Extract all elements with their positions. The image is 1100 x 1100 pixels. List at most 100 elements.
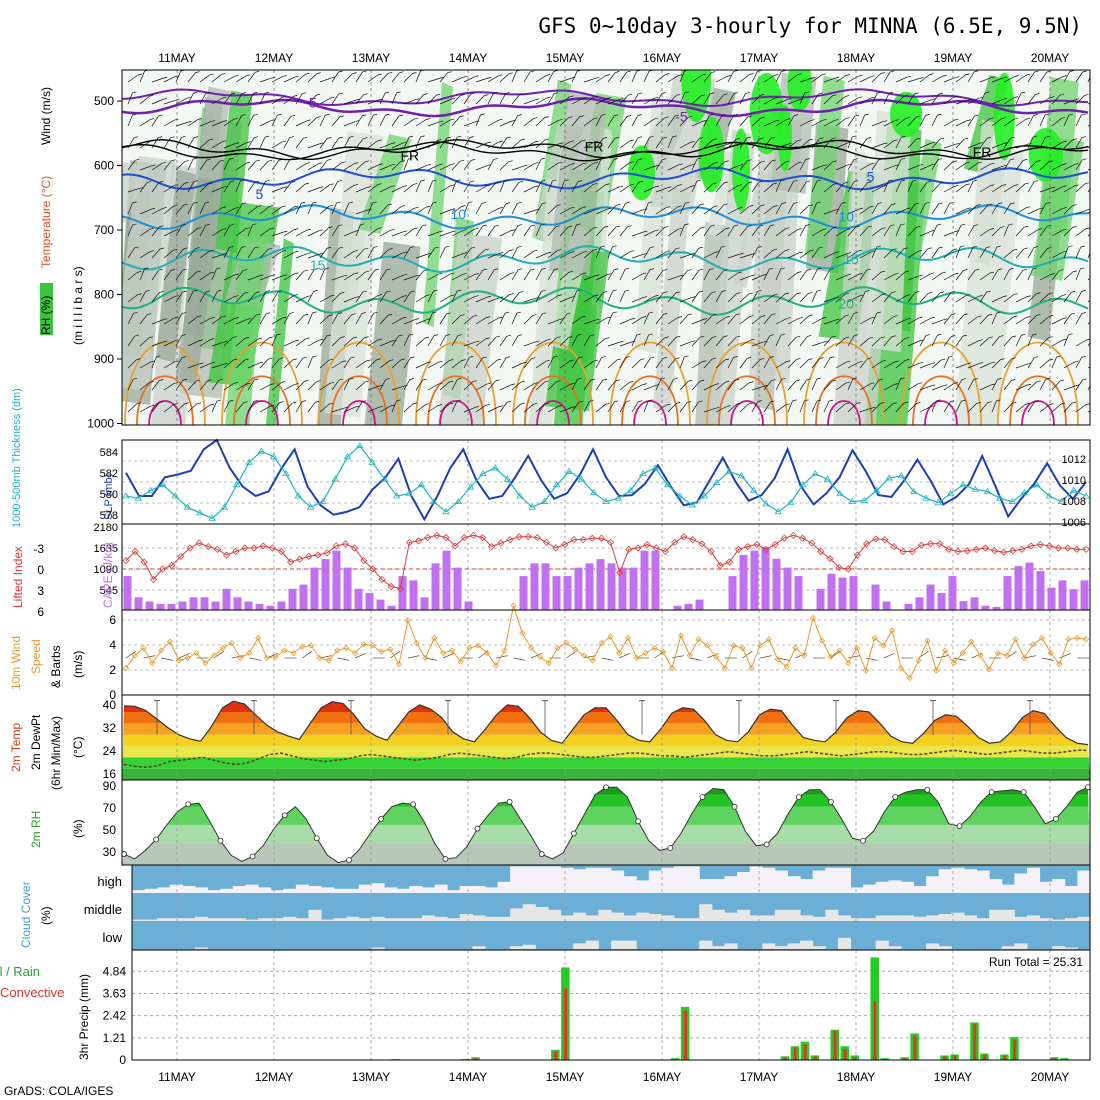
wind-barb <box>967 115 975 127</box>
wind-barb-flag <box>329 204 334 207</box>
thickness-marker <box>897 472 906 479</box>
wind-barb <box>547 180 553 193</box>
thickness-marker <box>873 486 881 493</box>
cape-tick: 545 <box>100 585 118 597</box>
wind-barb-flag <box>474 273 479 275</box>
cloud-gap <box>989 879 1003 893</box>
wind-barb-flag <box>864 113 869 116</box>
wind-barb-flag <box>698 246 703 249</box>
wind-barb-flag <box>780 179 785 182</box>
wind-speed-marker <box>1047 649 1054 657</box>
wind-barb <box>703 162 715 171</box>
wind-barb-flag <box>831 335 837 338</box>
cloud-gap <box>938 946 952 949</box>
wind-barb <box>415 404 426 413</box>
wind-barb <box>919 182 928 193</box>
wind-barb-flag <box>654 229 659 232</box>
wind-barb <box>415 136 421 149</box>
li-marker <box>826 554 834 563</box>
wind-barb <box>475 404 487 413</box>
wind-barb-flag <box>937 113 942 116</box>
wind-barb-flag <box>929 73 934 75</box>
wind-barb <box>907 317 919 325</box>
wind-barb-flag <box>432 311 437 314</box>
wind-barb-flag <box>163 340 168 343</box>
rh-marker <box>249 853 256 860</box>
wind-barb-flag <box>570 140 575 143</box>
wind-barb-flag <box>486 141 491 144</box>
wind-barb <box>871 121 884 127</box>
wind-barb-10m <box>583 655 596 659</box>
wind-barb-flag <box>871 406 876 409</box>
cape-bar <box>607 563 616 610</box>
wind-barb <box>403 118 415 127</box>
wind-barb-flag <box>663 291 668 294</box>
surface-isotherm <box>148 400 182 425</box>
wind-barb <box>1027 357 1035 369</box>
wind-barb <box>463 229 475 237</box>
wind-barb-flag <box>726 405 731 407</box>
li-marker <box>360 557 368 565</box>
wind-speed-marker <box>369 642 376 649</box>
wind-barb <box>775 99 788 105</box>
wind-barb-flag <box>233 117 238 120</box>
wind-barb-flag <box>293 205 298 208</box>
thickness-marker <box>1045 492 1053 499</box>
wind-barb <box>343 230 356 237</box>
wind-barb <box>691 401 699 413</box>
wind-barb-flag <box>582 97 587 99</box>
wind-barb-flag <box>961 223 966 226</box>
wind-barb <box>919 164 932 171</box>
cape-bar <box>145 601 154 610</box>
wind-barb-flag <box>915 291 920 293</box>
wind-barb <box>703 225 711 237</box>
wind-barb-flag <box>328 226 333 229</box>
surface-isotherm <box>136 375 194 425</box>
wind-barb <box>883 165 896 171</box>
wind-barb-flag <box>676 93 681 96</box>
wind-barb <box>379 291 387 303</box>
wind-barb <box>643 165 656 171</box>
wind-barb-flag <box>606 207 612 210</box>
wind-barb <box>607 290 614 303</box>
wind-barb <box>415 180 422 193</box>
rh-high-patch <box>732 128 750 212</box>
wind-barb-flag <box>495 181 500 184</box>
wind-barb-flag <box>576 223 581 226</box>
wind-barb <box>595 338 606 347</box>
wind-barb-flag <box>337 312 343 314</box>
wind-barb <box>439 360 450 369</box>
wind-barb-flag <box>408 333 414 336</box>
wind-barb <box>907 78 920 83</box>
wind-barb-flag <box>1033 114 1038 116</box>
wind-barb-flag <box>662 136 667 139</box>
wind-barb-flag <box>187 121 192 123</box>
cloud-gap <box>132 890 146 893</box>
wind-barb <box>799 315 810 325</box>
wind-barb-flag <box>736 292 741 294</box>
thickness-marker <box>823 475 832 482</box>
wind-barb <box>979 402 988 413</box>
li-marker <box>716 561 724 570</box>
wind-barb-flag <box>423 93 428 95</box>
wind-barb-flag <box>181 334 186 336</box>
wind-barb <box>415 119 427 127</box>
wind-barb <box>439 247 446 259</box>
wind-barb-flag <box>318 229 323 232</box>
cloud-gap <box>1039 881 1053 893</box>
wind-barb <box>859 226 869 237</box>
wind-barb <box>355 187 368 193</box>
wind-barb <box>679 253 692 259</box>
wind-barb <box>979 291 987 303</box>
wind-barb-flag <box>338 246 344 249</box>
wind-barb <box>247 160 257 171</box>
wind-barb-flag <box>662 158 667 161</box>
cape-bar <box>343 567 352 610</box>
wind-barb <box>955 379 963 391</box>
rh-marker <box>1052 815 1059 822</box>
wind-barb <box>1063 139 1073 149</box>
wind-barb-flag <box>174 295 179 297</box>
wind-barb <box>943 356 950 369</box>
wind-barb <box>619 94 629 105</box>
wind-barb-flag <box>962 334 967 337</box>
